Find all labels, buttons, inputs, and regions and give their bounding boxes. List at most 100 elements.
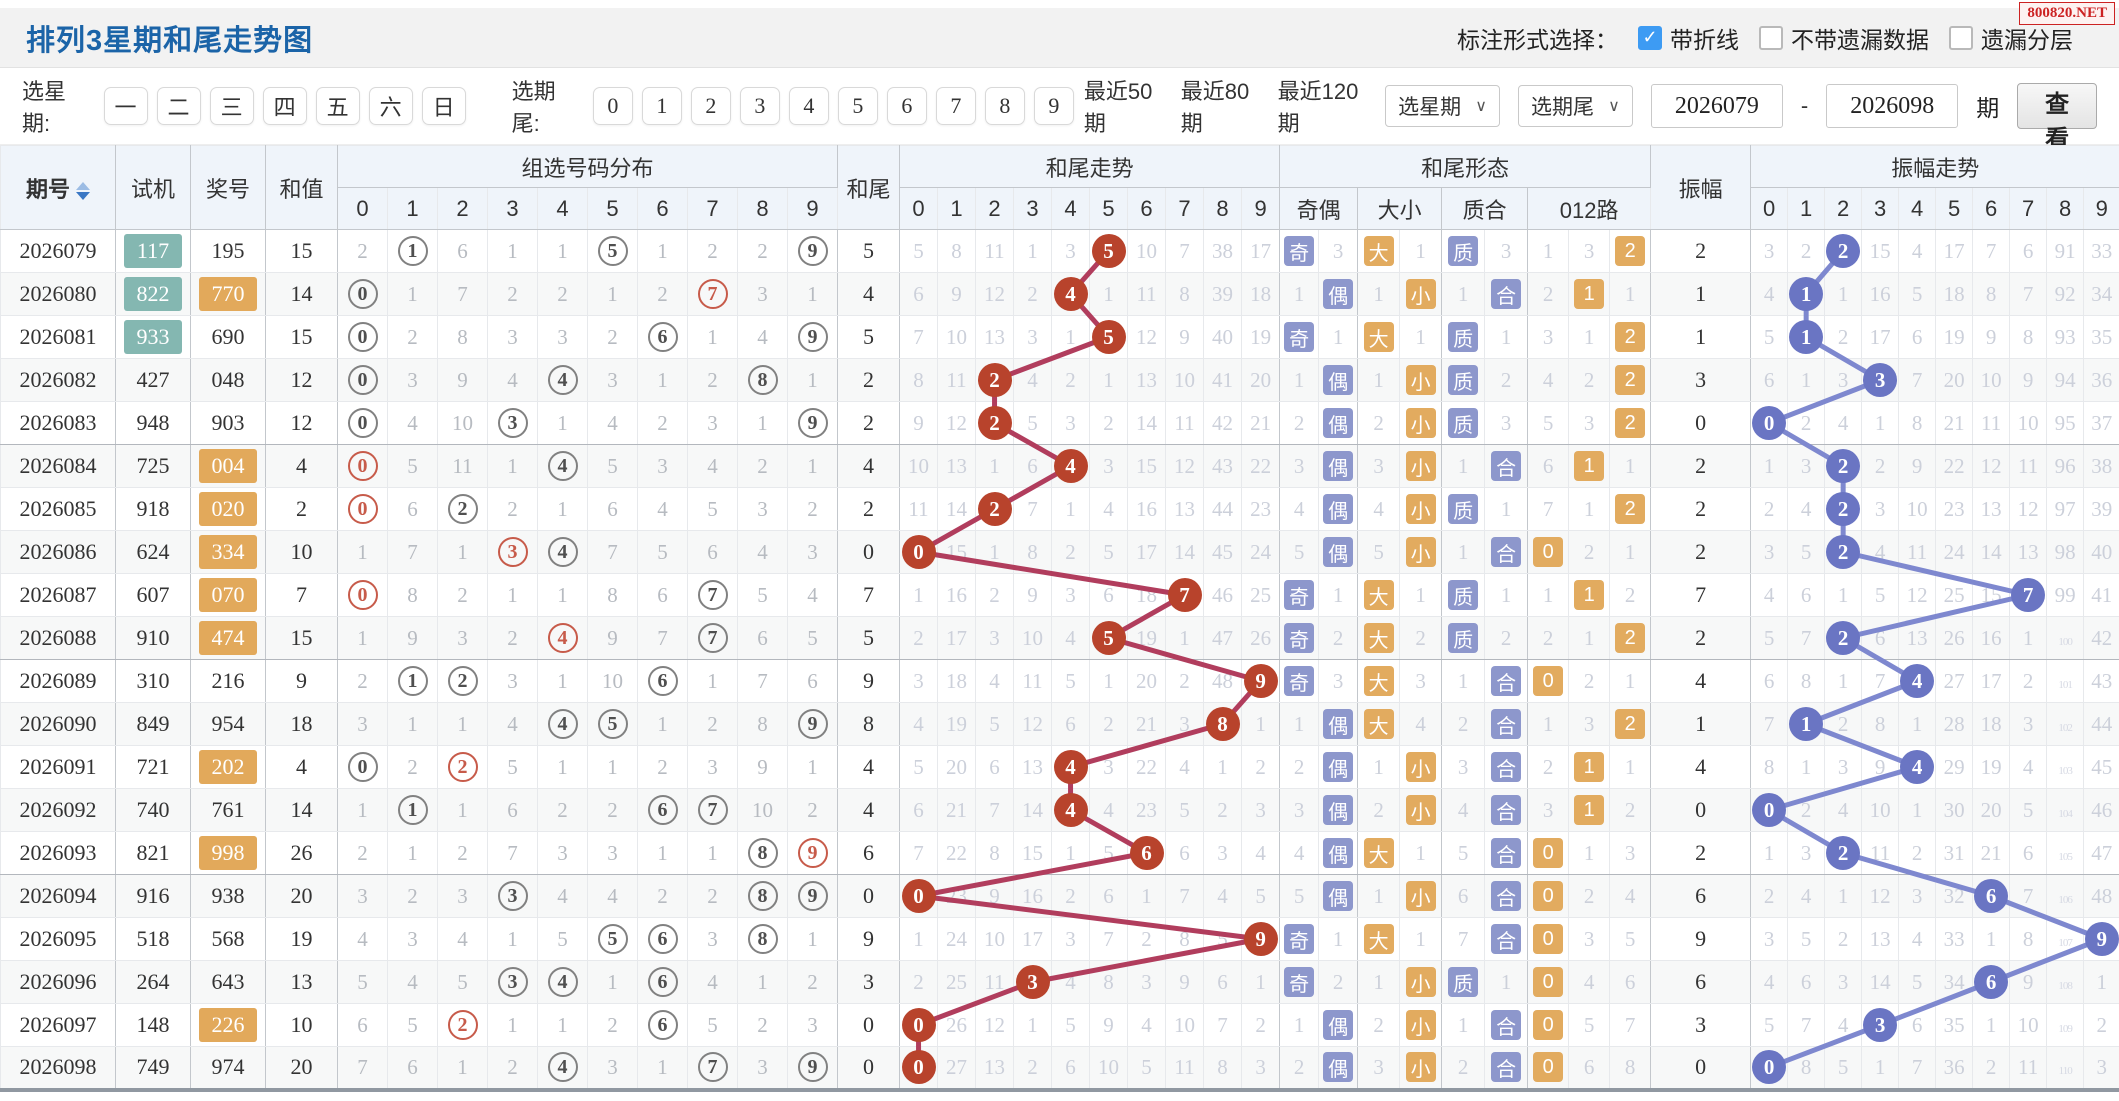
tail-button-0[interactable]: 0: [592, 87, 633, 125]
road-012-cell: 1: [1568, 272, 1611, 316]
tail-button-6[interactable]: 6: [886, 87, 927, 125]
period-to-input[interactable]: [1826, 84, 1959, 128]
dist-cell: 2: [537, 272, 588, 316]
tail-trend-cell: 5: [1165, 788, 1205, 832]
big-small-cell: 大: [1357, 315, 1401, 359]
tail-button-4[interactable]: 4: [788, 87, 829, 125]
period-unit-label: 期: [1976, 95, 2000, 121]
amp-trend-cell: 5: [1750, 315, 1789, 359]
view-button[interactable]: 查看: [2017, 83, 2098, 153]
table-row: 2026081 933 690 15 0 2 8 3 3 2 6 1 4 9 5 7 10 13 3 1 5 12 9 40 1…: [0, 315, 2119, 359]
range-link-120[interactable]: 最近120期: [1277, 79, 1359, 136]
tail-trend-cell: 25: [937, 960, 977, 1004]
dist-cell: 5: [637, 530, 688, 574]
digit-header: 5: [587, 187, 638, 230]
amp-trend-cell: 34: [1935, 960, 1974, 1004]
sort-icon[interactable]: [76, 181, 90, 200]
week-button-2[interactable]: 二: [156, 87, 201, 125]
checkbox-no-omission[interactable]: [1759, 25, 1783, 50]
big-small-cell: 小: [1399, 358, 1443, 402]
amp-trend-cell: 4: [1824, 1003, 1863, 1047]
tail-button-2[interactable]: 2: [690, 87, 731, 125]
week-select[interactable]: 选星期 ∨: [1385, 85, 1500, 127]
amp-trend-cell: 1: [1787, 702, 1826, 746]
week-button-1[interactable]: 一: [103, 87, 148, 125]
tail-trend-cell: 1: [1089, 272, 1129, 316]
digit-header: 4: [1898, 187, 1937, 230]
road-012-cell: 7: [1609, 1003, 1652, 1047]
tail-button-9[interactable]: 9: [1033, 87, 1074, 125]
tail-trend-cell: 3: [975, 616, 1015, 660]
amp-trend-cell: 7: [1972, 229, 2011, 273]
big-small-cell: 大: [1357, 616, 1401, 660]
tail-button-5[interactable]: 5: [837, 87, 878, 125]
digit-header: 5: [1935, 187, 1974, 230]
tail-trend-cell: 3: [899, 659, 939, 703]
amp-trend-cell: 13: [1861, 917, 1900, 961]
week-button-4[interactable]: 四: [262, 87, 307, 125]
dist-cell: 0: [337, 487, 388, 531]
tail-button-1[interactable]: 1: [641, 87, 682, 125]
digit-header: 9: [2083, 187, 2119, 230]
tail-trend-cell: 13: [937, 444, 977, 488]
period-from-input[interactable]: [1650, 84, 1783, 128]
tail-trend-cell: 8: [1203, 1046, 1243, 1090]
header-period[interactable]: 期号: [0, 145, 116, 230]
dist-cell: 2: [537, 788, 588, 832]
prize-pair-highlight: 226: [199, 1008, 257, 1042]
tail-trend-cell: 20: [937, 745, 977, 789]
prime-composite-cell: 合: [1484, 1003, 1529, 1047]
dist-cell: 5: [337, 960, 388, 1004]
week-button-3[interactable]: 三: [209, 87, 254, 125]
tail-trend-cell: 17: [1013, 917, 1053, 961]
checkbox-with-line[interactable]: ✓: [1638, 25, 1662, 50]
amp-trend-cell: 5: [1787, 917, 1826, 961]
prime-composite-cell: 1: [1441, 272, 1486, 316]
shiji-cell: 849: [115, 702, 191, 746]
tail-trend-cell: 3: [1051, 573, 1091, 617]
week-button-5[interactable]: 五: [315, 87, 360, 125]
digit-header: 7: [687, 187, 738, 230]
dist-cell: 4: [637, 487, 688, 531]
road-012-cell: 1: [1568, 745, 1611, 789]
sum-cell: 15: [265, 229, 338, 273]
tail-trend-cell: 40: [1203, 315, 1243, 359]
tail-trend-cell: 2: [1051, 874, 1091, 918]
tail-button-8[interactable]: 8: [984, 87, 1025, 125]
road-012-cell: 1: [1568, 444, 1611, 488]
amp-trend-cell: 93: [2046, 315, 2085, 359]
amp-trend-cell: 7: [1898, 358, 1937, 402]
big-small-cell: 小: [1399, 745, 1443, 789]
checkbox-omission-layer[interactable]: [1949, 25, 1973, 50]
dist-cell: 3: [786, 530, 839, 574]
prize-cell: 070: [190, 573, 266, 617]
week-button-7[interactable]: 日: [421, 87, 466, 125]
dist-cell: 3: [587, 358, 638, 402]
dist-cell: 0: [337, 401, 388, 445]
amp-cell: 1: [1650, 272, 1752, 316]
site-watermark-badge: 800820.NET: [2019, 2, 2115, 25]
amp-trend-cell: 28: [1935, 702, 1974, 746]
tail-trend-cell: 15: [1127, 444, 1167, 488]
header-sum: 和值: [265, 145, 338, 230]
dist-cell: 2: [737, 1003, 788, 1047]
dist-cell: 1: [637, 1046, 688, 1090]
amp-trend-cell: 4: [1787, 874, 1826, 918]
dist-cell: 3: [337, 874, 388, 918]
tail-trend-cell: 7: [1165, 874, 1205, 918]
week-button-6[interactable]: 六: [368, 87, 413, 125]
tail-select[interactable]: 选期尾 ∨: [1517, 85, 1633, 127]
range-link-80[interactable]: 最近80期: [1180, 79, 1250, 136]
tail-trend-cell: 1: [1013, 229, 1053, 273]
tail-button-3[interactable]: 3: [739, 87, 780, 125]
amp-trend-cell: 3: [1861, 1003, 1900, 1047]
range-link-50[interactable]: 最近50期: [1083, 79, 1153, 136]
dist-cell: 2: [587, 315, 638, 359]
amp-trend-cell: 3: [1824, 358, 1863, 402]
tail-trend-cell: 2: [1127, 917, 1167, 961]
shiji-cell: 725: [115, 444, 191, 488]
digit-header: 6: [637, 187, 688, 230]
dist-cell: 10: [737, 788, 788, 832]
amp-trend-cell: 7: [2009, 573, 2048, 617]
tail-button-7[interactable]: 7: [935, 87, 976, 125]
